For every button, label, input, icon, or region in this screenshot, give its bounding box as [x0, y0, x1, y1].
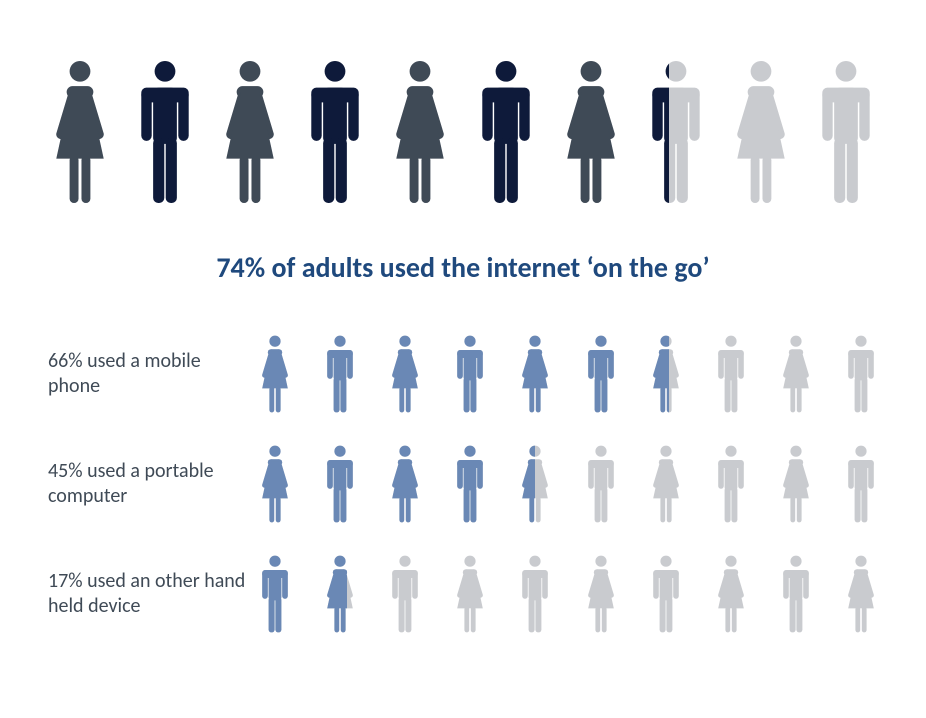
person-male-icon — [474, 58, 538, 206]
person-male-icon — [814, 58, 878, 206]
sub-label-2: 17% used an other hand held device — [48, 569, 258, 619]
person-male-icon — [453, 334, 487, 414]
person-male-icon — [714, 444, 748, 524]
person-female-icon — [218, 58, 282, 206]
person-female-icon — [453, 554, 487, 634]
person-male-icon — [779, 554, 813, 634]
person-male-icon — [133, 58, 197, 206]
headline-text: 74% of adults used the internet ‘on the … — [0, 250, 926, 285]
person-female-icon — [649, 444, 683, 524]
person-male-icon — [649, 554, 683, 634]
person-female-icon — [729, 58, 793, 206]
person-male-icon — [303, 58, 367, 206]
person-female-icon — [559, 58, 623, 206]
sub-block-0: 66% used a mobile phone — [48, 334, 878, 414]
person-male-icon — [323, 444, 357, 524]
person-female-icon — [649, 334, 683, 414]
person-male-icon — [388, 554, 422, 634]
sub-label-0: 66% used a mobile phone — [48, 349, 258, 399]
person-female-icon — [844, 554, 878, 634]
sub-block-1: 45% used a portable computer — [48, 444, 878, 524]
person-male-icon — [584, 444, 618, 524]
person-female-icon — [388, 58, 452, 206]
sub-label-1: 45% used a portable computer — [48, 459, 258, 509]
person-male-icon — [323, 334, 357, 414]
person-male-icon — [714, 334, 748, 414]
person-female-icon — [518, 334, 552, 414]
sub-icon-row-2 — [258, 554, 878, 634]
person-female-icon — [258, 444, 292, 524]
person-female-icon — [323, 554, 357, 634]
person-female-icon — [714, 554, 748, 634]
person-female-icon — [518, 444, 552, 524]
person-male-icon — [258, 554, 292, 634]
person-female-icon — [388, 334, 422, 414]
sub-icon-row-1 — [258, 444, 878, 524]
person-female-icon — [48, 58, 112, 206]
person-male-icon — [844, 444, 878, 524]
infographic-canvas: 74% of adults used the internet ‘on the … — [0, 0, 926, 718]
person-male-icon — [644, 58, 708, 206]
person-female-icon — [584, 554, 618, 634]
sub-block-2: 17% used an other hand held device — [48, 554, 878, 634]
person-male-icon — [453, 444, 487, 524]
person-female-icon — [779, 334, 813, 414]
sub-icon-row-0 — [258, 334, 878, 414]
person-female-icon — [388, 444, 422, 524]
person-female-icon — [779, 444, 813, 524]
person-male-icon — [844, 334, 878, 414]
main-icon-row — [48, 58, 878, 206]
person-female-icon — [258, 334, 292, 414]
person-male-icon — [518, 554, 552, 634]
person-male-icon — [584, 334, 618, 414]
